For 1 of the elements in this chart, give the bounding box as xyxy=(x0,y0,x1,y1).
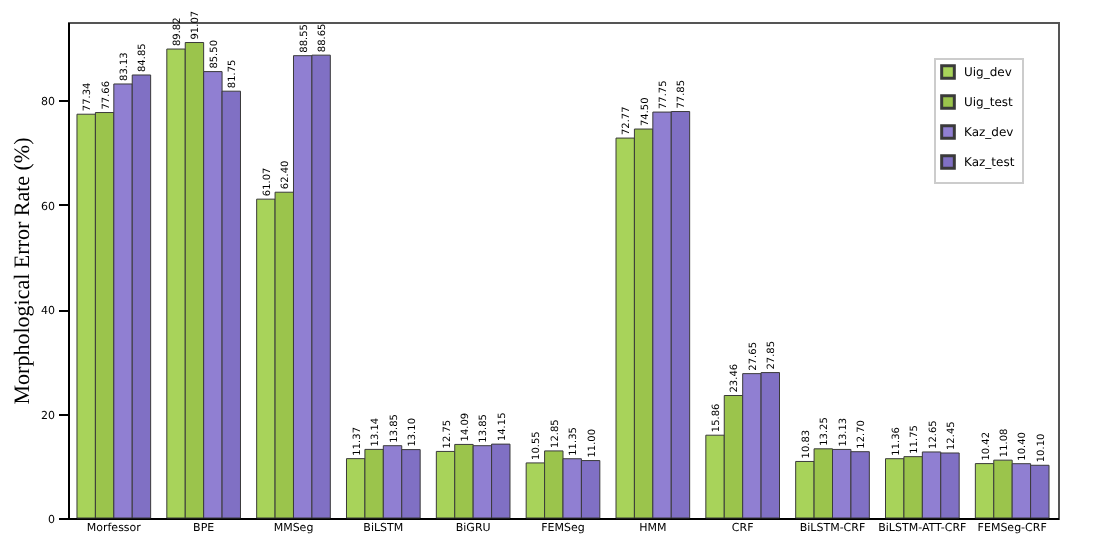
y-axis-title: Morphological Error Rate (%) xyxy=(11,136,35,405)
